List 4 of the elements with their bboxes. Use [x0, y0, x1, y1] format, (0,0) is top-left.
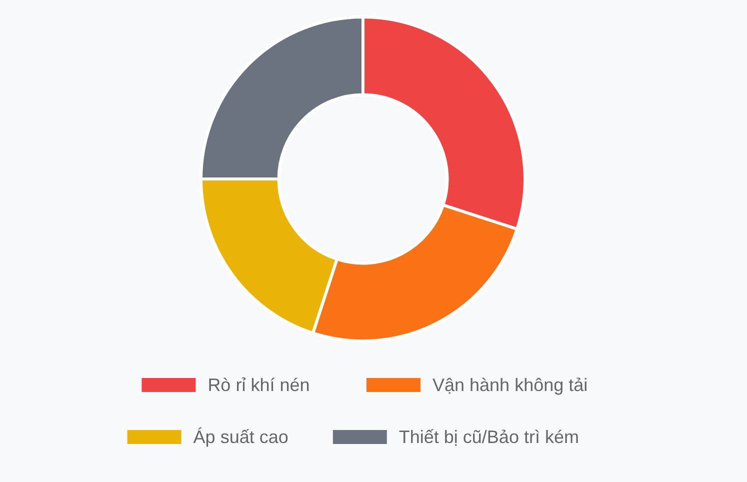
legend-label: Thiết bị cũ/Bảo trì kém	[398, 427, 579, 447]
legend-label: Áp suất cao	[193, 427, 288, 447]
legend-label: Vận hành không tải	[432, 375, 588, 395]
legend-label: Rò rỉ khí nén	[208, 375, 310, 395]
